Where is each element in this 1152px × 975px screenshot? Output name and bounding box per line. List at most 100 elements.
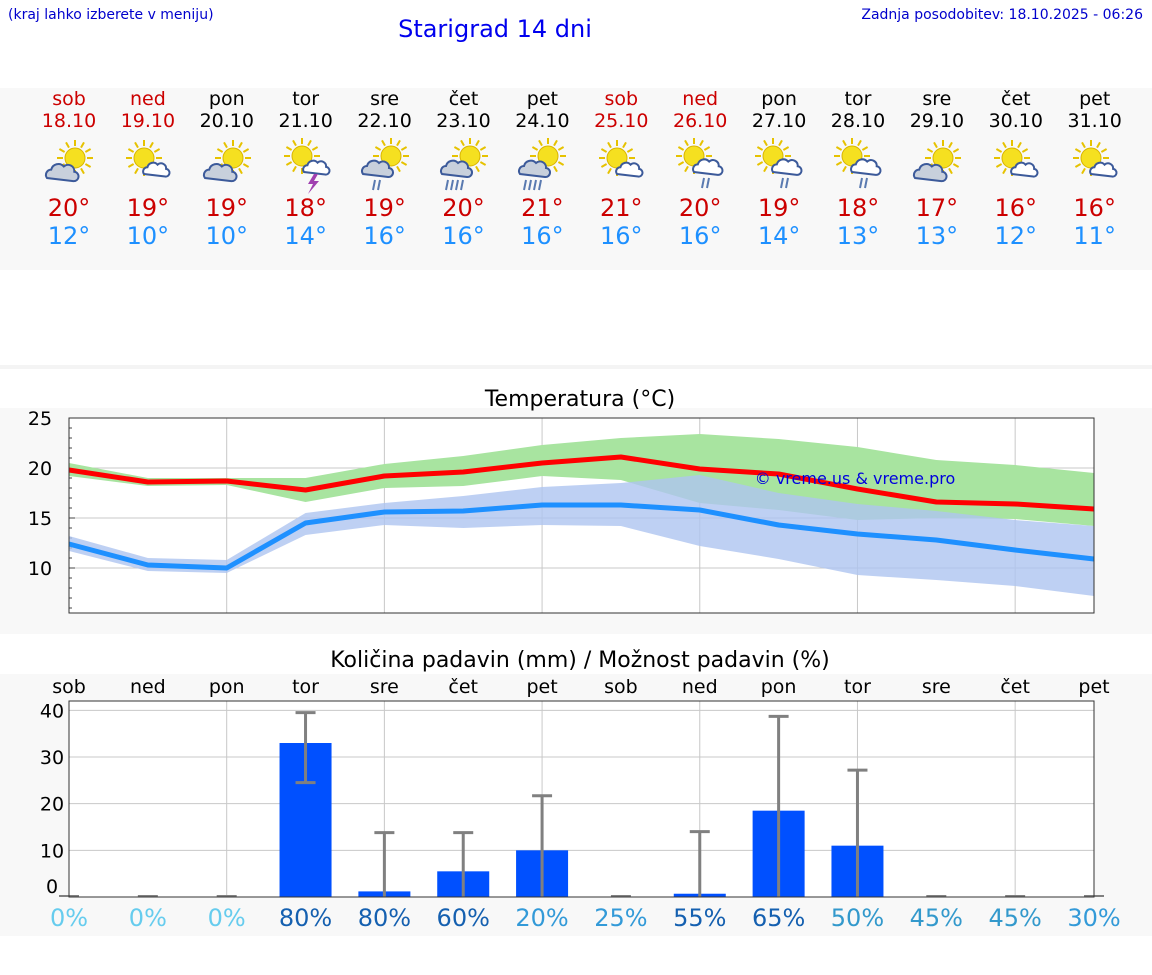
category-label: sre [922, 676, 951, 698]
sun-cloud-icon [1072, 140, 1118, 178]
day-date: 25.10 [594, 110, 649, 132]
sun-cloud-rain-icon [676, 138, 724, 189]
precip-probability: 50% [831, 904, 884, 932]
category-label: tor [292, 676, 319, 698]
temp-min: 16° [442, 222, 485, 250]
temp-max: 20° [678, 194, 722, 222]
precip-probability: 0% [129, 904, 167, 932]
day-name: sre [370, 88, 400, 110]
thunderstorm-icon [283, 138, 331, 194]
day-column: čet 30.10 16° 12° [976, 88, 1056, 250]
day-name: pet [526, 88, 558, 110]
day-name: čet [1001, 88, 1031, 110]
y-tick-label: 40 [40, 700, 64, 722]
precip-probability: 60% [437, 904, 490, 932]
temp-max: 19° [205, 194, 249, 222]
y-tick-label: 15 [28, 508, 52, 530]
day-date: 27.10 [751, 110, 807, 132]
y-tick-label: 25 [28, 408, 52, 430]
day-column: tor 21.10 18° 14° [266, 88, 346, 250]
day-column: tor 28.10 18° 13° [818, 88, 898, 250]
category-label: tor [844, 676, 871, 698]
category-label: ned [130, 676, 166, 698]
temp-min: 16° [678, 222, 722, 250]
temp-max: 20° [442, 194, 485, 222]
temp-min: 12° [994, 222, 1038, 250]
y-tick-label: 30 [40, 747, 64, 769]
day-column: ned 26.10 20° 16° [660, 88, 740, 250]
heavy-rain-icon [518, 138, 567, 191]
section-divider [0, 365, 1152, 369]
category-label: sob [604, 676, 638, 698]
partly-cloudy-icon [44, 140, 93, 183]
day-column: pet 31.10 16° 11° [1055, 88, 1135, 250]
temperature-chart-title: Temperatura (°C) [484, 387, 676, 412]
temp-min: 12° [47, 222, 91, 250]
category-label: pon [209, 676, 245, 698]
precip-probability: 45% [910, 904, 963, 932]
category-label: ned [682, 676, 718, 698]
day-name: čet [448, 88, 479, 110]
day-column: pon 20.10 19° 10° [187, 88, 267, 250]
day-name: pon [761, 88, 797, 110]
watermark: © vreme.us & vreme.pro [755, 469, 956, 488]
plot-frame [68, 700, 1095, 898]
y-tick-label: 10 [40, 840, 64, 862]
temp-max: 19° [757, 194, 801, 222]
precip-probability: 80% [279, 904, 332, 932]
day-column: čet 23.10 20° 16° [424, 88, 504, 250]
day-name: tor [292, 88, 320, 110]
menu-hint: (kraj lahko izberete v meniju) [8, 7, 214, 23]
day-date: 21.10 [278, 110, 333, 132]
sun-cloud-icon [599, 140, 644, 178]
temp-min: 13° [836, 222, 880, 250]
day-name: pon [208, 88, 245, 110]
category-label: pon [761, 676, 797, 698]
precip-probability: 30% [1067, 904, 1120, 932]
day-column: pon 27.10 19° 14° [739, 88, 819, 250]
precip-probability: 25% [594, 904, 647, 932]
y-tick-label: 10 [28, 558, 52, 580]
plot-frame [68, 417, 1095, 614]
temp-max: 17° [915, 194, 959, 222]
min-temp-line [68, 502, 1095, 571]
page-title: Starigrad 14 dni [398, 15, 592, 43]
category-label: čet [448, 676, 478, 698]
y-tick-label: 20 [28, 458, 52, 480]
partly-cloudy-icon [202, 140, 251, 183]
sun-cloud-icon [125, 140, 171, 178]
temp-min: 16° [521, 222, 564, 250]
temp-max: 16° [1073, 194, 1116, 222]
temp-max: 19° [363, 194, 406, 222]
min-temp-band [69, 475, 1094, 596]
temp-min: 14° [284, 222, 327, 250]
day-column: sre 29.10 17° 13° [897, 88, 977, 250]
precip-probability: 20% [515, 904, 568, 932]
day-column: ned 19.10 19° 10° [108, 88, 188, 250]
day-date: 24.10 [515, 110, 570, 132]
precipitation-chart: sob ned pon tor sre čet pet sob ned pon tor sre čet p… [40, 676, 1121, 932]
temperature-chart: 25 20 15 10 © vreme.us & vreme.pro [28, 408, 1095, 614]
temp-max: 19° [126, 194, 170, 222]
day-name: ned [129, 88, 166, 110]
precip-probability: 45% [988, 904, 1041, 932]
temp-min: 16° [363, 222, 406, 250]
temp-min: 14° [757, 222, 801, 250]
precip-probability: 0% [50, 904, 88, 932]
day-column: sre 22.10 19° 16° [345, 88, 425, 250]
temp-max: 20° [47, 194, 91, 222]
day-date: 22.10 [357, 110, 412, 132]
temp-max: 21° [521, 194, 564, 222]
temp-max: 21° [600, 194, 643, 222]
temp-min: 10° [205, 222, 249, 250]
sun-cloud-rain-icon [834, 138, 882, 189]
precip-probability: 65% [752, 904, 805, 932]
category-label: čet [1000, 676, 1030, 698]
partly-cloudy-icon [912, 140, 961, 183]
day-date: 29.10 [909, 110, 965, 132]
category-label: pet [526, 676, 557, 698]
temp-min: 11° [1073, 222, 1116, 250]
sun-cloud-rain-icon [755, 138, 803, 189]
precip-probability: 0% [208, 904, 246, 932]
day-name: sob [52, 88, 86, 110]
